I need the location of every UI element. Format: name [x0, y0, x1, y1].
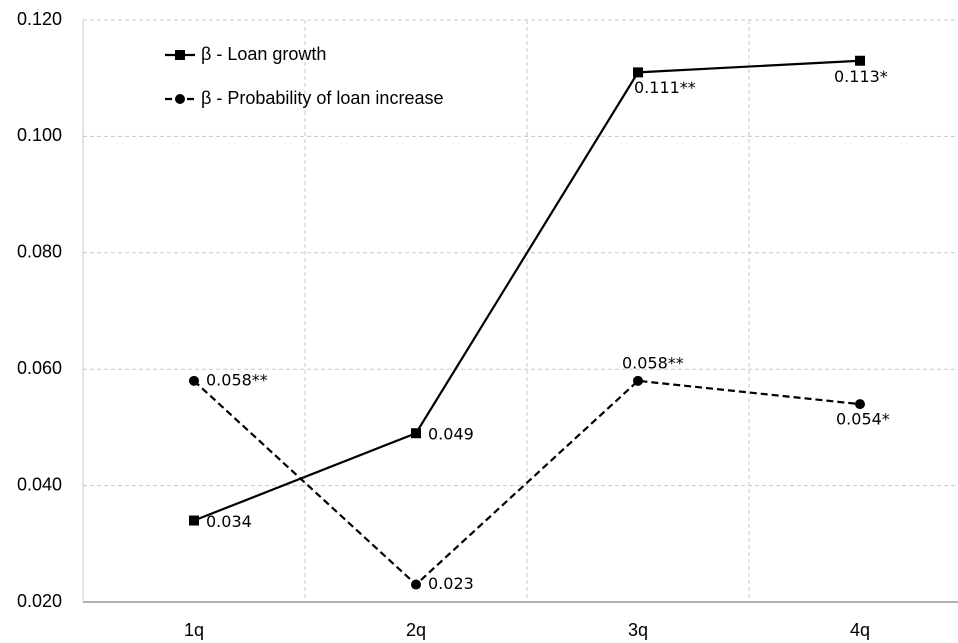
point: [411, 579, 421, 590]
legend-marker: [175, 94, 185, 104]
y-tick-label: 0.120: [17, 9, 62, 29]
series-line: [193, 59, 861, 522]
data-label: 0.049: [428, 425, 474, 444]
legend-label: β - Probability of loan increase: [201, 88, 443, 108]
data-label: 0.111**: [634, 78, 696, 97]
point: [189, 515, 199, 526]
x-tick-label: 3q: [628, 620, 648, 640]
point: [189, 375, 199, 386]
y-tick-label: 0.020: [17, 591, 62, 611]
y-tick-label: 0.060: [17, 358, 62, 378]
legend-marker: [175, 50, 185, 60]
point: [633, 67, 643, 78]
x-tick-label: 2q: [406, 620, 426, 640]
data-label: 0.054*: [836, 410, 890, 429]
x-tick-label: 4q: [850, 620, 870, 640]
data-label: 0.113*: [834, 67, 888, 86]
data-label: 0.058**: [206, 370, 268, 389]
series-line: [193, 379, 861, 587]
point: [633, 375, 643, 386]
point: [855, 399, 865, 410]
point: [855, 55, 865, 66]
data-label: 0.023: [428, 574, 474, 593]
legend-label: β - Loan growth: [201, 44, 326, 64]
x-tick-label: 1q: [184, 620, 204, 640]
y-tick-label: 0.080: [17, 242, 62, 262]
data-label: 0.034: [206, 512, 252, 531]
point: [411, 428, 421, 439]
y-tick-label: 0.040: [17, 474, 62, 494]
y-tick-label: 0.100: [17, 125, 62, 145]
data-label: 0.058**: [622, 353, 684, 372]
